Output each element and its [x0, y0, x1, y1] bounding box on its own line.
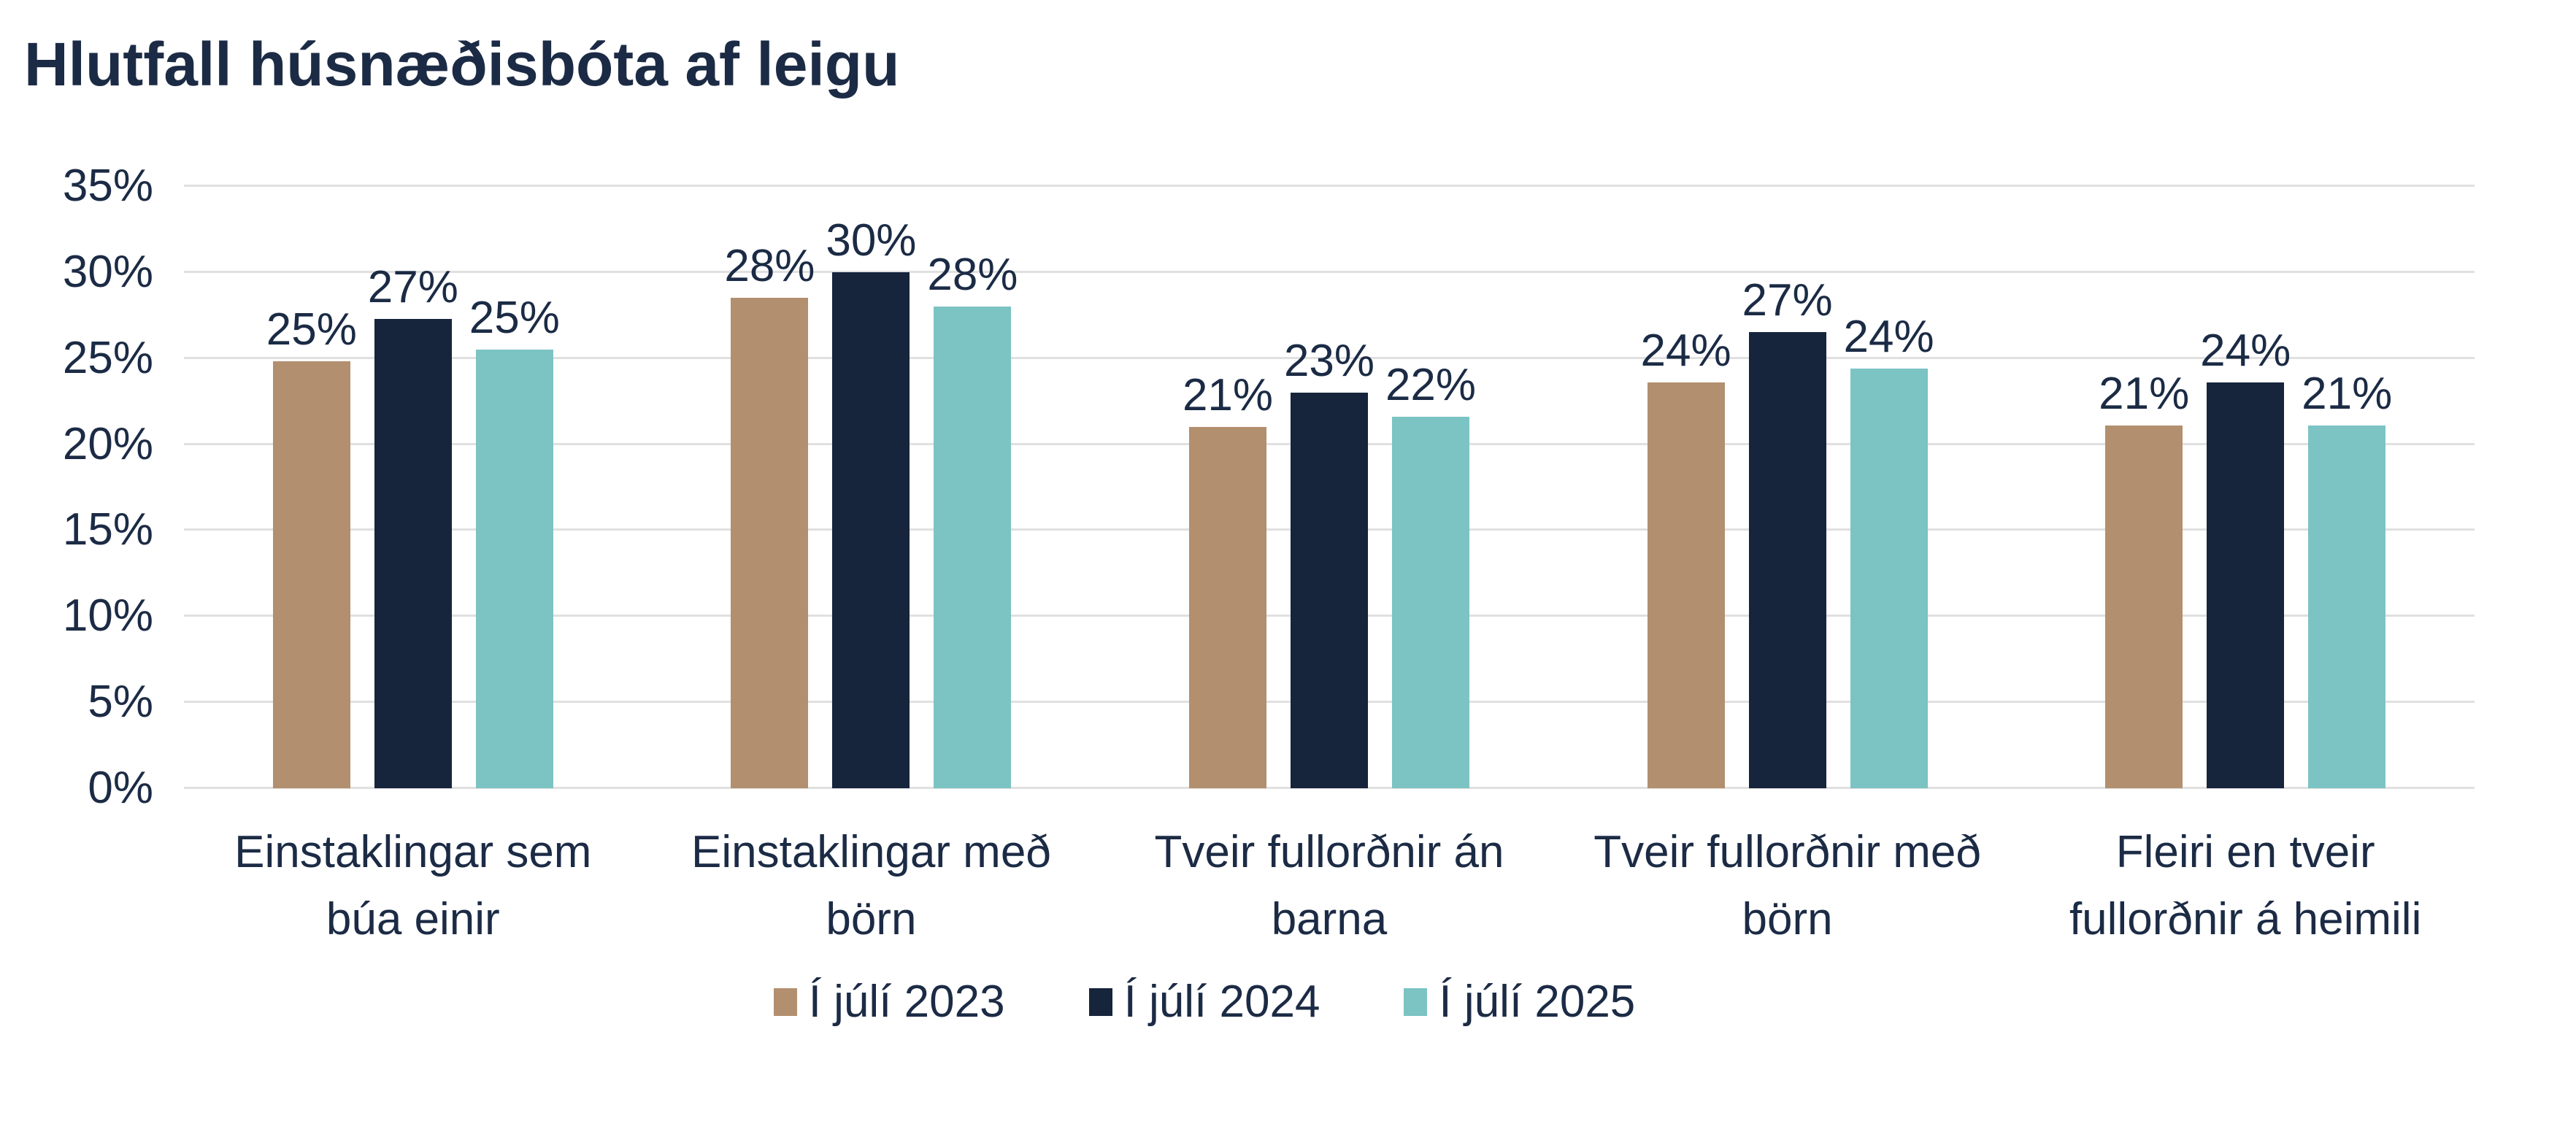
y-axis-tick-label: 20% — [62, 418, 153, 469]
bar-value-label: 21% — [2302, 368, 2393, 419]
legend-swatch — [1404, 988, 1428, 1016]
bar-value-label: 25% — [469, 292, 560, 343]
bar: 27% — [1742, 278, 1833, 788]
x-axis-category-line: búa einir — [326, 894, 500, 944]
x-axis-category-line: Einstaklingar með — [691, 827, 1051, 877]
bar-value-label: 24% — [2200, 325, 2291, 376]
bar-value-label: 24% — [1640, 325, 1731, 376]
bar-group: 24% 27% 24% — [1558, 186, 2017, 788]
x-axis-category-line: Tveir fullorðnir með — [1593, 827, 1981, 877]
bar: 21% — [2302, 371, 2392, 788]
x-axis-category-line: Fleiri en tveir — [2115, 827, 2375, 877]
gridline — [184, 185, 2475, 187]
y-axis-tick-label: 15% — [62, 504, 153, 555]
legend-swatch — [773, 988, 797, 1016]
plot-area: 25% 27% 25% 28% 30% 28% 21% 23% 22% 24% 27% 24% 21% 2… — [184, 185, 2475, 789]
y-axis: 0% 5% 10% 15% 20% 25% 30% 35% — [0, 163, 153, 811]
legend-label: Í júlí 2024 — [1123, 977, 1320, 1027]
bar-value-label: 25% — [266, 304, 357, 355]
bar: 25% — [266, 307, 357, 788]
x-axis: Einstaklingar sem búa einir Einstaklingar … — [184, 819, 2475, 953]
bar-value-label: 28% — [724, 241, 815, 292]
bar-value-label: 21% — [2099, 368, 2190, 419]
bar-group: 28% 30% 28% — [642, 186, 1101, 788]
bar-group: 21% 24% 21% — [2016, 186, 2475, 788]
chart-title: Hlutfall húsnæðisbóta af leigu — [24, 30, 900, 99]
bar-group: 21% 23% 22% — [1100, 186, 1558, 788]
legend-item: Í júlí 2025 — [1404, 979, 1635, 1025]
bar-group: 25% 27% 25% — [184, 186, 642, 788]
bar: 25% — [469, 295, 560, 788]
legend-label: Í júlí 2023 — [808, 977, 1005, 1027]
y-axis-tick-label: 25% — [62, 332, 153, 383]
bar-value-label: 27% — [367, 261, 458, 312]
x-axis-category-line: Einstaklingar sem — [234, 827, 592, 877]
legend-swatch — [1088, 988, 1112, 1016]
bar-value-label: 24% — [1843, 311, 1934, 362]
gridline — [184, 356, 2475, 359]
bar-value-label: 30% — [826, 215, 917, 266]
bar: 21% — [2099, 371, 2189, 788]
x-axis-category-line: barna — [1271, 894, 1388, 944]
bar-value-label: 27% — [1742, 275, 1833, 326]
x-axis-category-line: börn — [1742, 894, 1833, 944]
x-axis-category-line: börn — [826, 894, 917, 944]
x-axis-category-label: Fleiri en tveir fullorðnir á heimili — [2016, 819, 2475, 953]
y-axis-tick-label: 10% — [62, 590, 153, 642]
y-axis-tick-label: 0% — [88, 763, 153, 813]
bar-groups: 25% 27% 25% 28% 30% 28% 21% 23% 22% 24% 27% 24% 21% 2… — [184, 186, 2475, 788]
bar: 23% — [1284, 338, 1374, 788]
y-axis-tick-label: 5% — [88, 677, 153, 728]
x-axis-category-line: fullorðnir á heimili — [2069, 894, 2422, 944]
legend-item: Í júlí 2023 — [773, 977, 1005, 1027]
bar: 22% — [1385, 362, 1476, 788]
bar: 30% — [826, 217, 916, 788]
bar-value-label: 28% — [927, 250, 1018, 300]
bar: 24% — [1641, 328, 1731, 788]
gridline — [184, 270, 2475, 273]
bar: 28% — [927, 253, 1018, 788]
bar-value-label: 21% — [1182, 370, 1274, 420]
bar: 28% — [724, 244, 815, 788]
bar: 21% — [1183, 373, 1273, 788]
bar-value-label: 23% — [1283, 335, 1375, 386]
x-axis-category-label: Einstaklingar sem búa einir — [184, 819, 642, 953]
legend-item: Í júlí 2024 — [1088, 977, 1320, 1027]
x-axis-category-label: Tveir fullorðnir án barna — [1100, 819, 1558, 953]
legend: Í júlí 2023 Í júlí 2024 Í júlí 2025 — [0, 979, 2409, 1025]
x-axis-category-label: Einstaklingar með börn — [642, 819, 1101, 953]
bar-value-label: 22% — [1385, 359, 1477, 410]
bar: 24% — [2200, 328, 2291, 788]
x-axis-category-line: Tveir fullorðnir án — [1154, 827, 1504, 877]
y-axis-tick-label: 30% — [62, 246, 153, 297]
y-axis-tick-label: 35% — [62, 161, 153, 211]
legend-label: Í júlí 2025 — [1439, 977, 1636, 1027]
x-axis-category-label: Tveir fullorðnir með börn — [1558, 819, 2017, 953]
bar: 24% — [1844, 314, 1934, 788]
bar: 27% — [368, 264, 458, 788]
